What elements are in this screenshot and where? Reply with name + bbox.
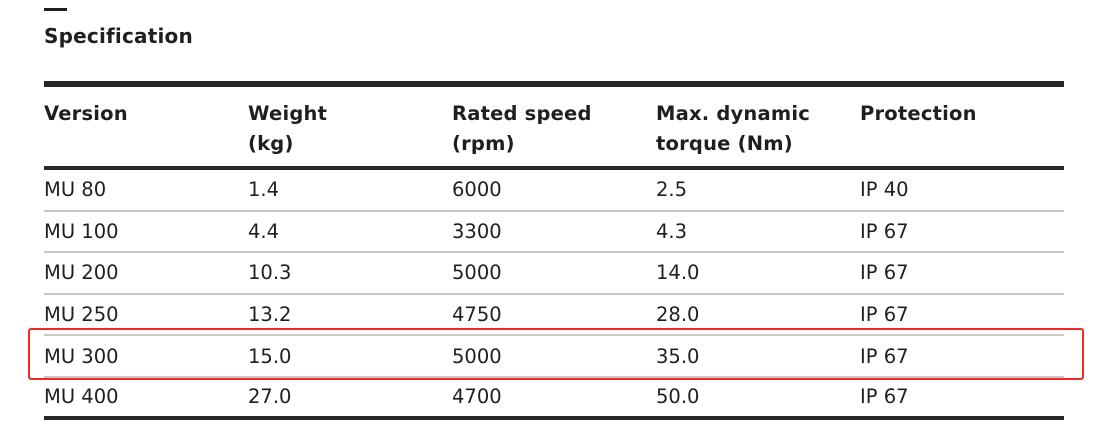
table-cell: 4.4 [248,219,280,243]
table-cell: 35.0 [656,344,700,368]
table-cell: MU 250 [44,303,119,327]
header-rule [44,166,1064,170]
table-cell: 10.3 [248,261,292,285]
table-cell: 50.0 [656,385,700,409]
table-cell: 3300 [452,219,502,243]
table-row: MU 300 15.0 5000 35.0 IP 67 [44,336,1064,378]
table-cell: 2.5 [656,178,688,202]
table-cell: IP 67 [860,219,909,243]
table-row: MU 400 27.0 4700 50.0 IP 67 [44,378,1064,420]
table-cell: IP 67 [860,261,909,285]
column-header-unit: (rpm) [452,132,515,155]
column-header-unit: (kg) [248,132,294,155]
table-cell: MU 200 [44,261,119,285]
column-header-unit: torque (Nm) [656,132,793,155]
table-cell: IP 67 [860,385,909,409]
heading-dash [44,8,67,11]
section-title: Specification [44,24,193,48]
table-cell: 27.0 [248,385,292,409]
specification-table: Version Weight (kg) Rated speed (rpm) Max.… [44,81,1064,420]
table-cell: MU 80 [44,178,107,202]
table-cell: 13.2 [248,303,292,327]
table-row: MU 250 13.2 4750 28.0 IP 67 [44,295,1064,337]
table-cell: MU 400 [44,385,119,409]
table-cell: IP 40 [860,178,909,202]
table-cell: 14.0 [656,261,700,285]
table-header: Version Weight (kg) Rated speed (rpm) Max.… [44,87,1064,166]
column-header: Rated speed [452,102,592,125]
table-row: MU 100 4.4 3300 4.3 IP 67 [44,212,1064,254]
table-cell: MU 100 [44,219,119,243]
table-cell: 4.3 [656,219,688,243]
table-body: MU 80 1.4 6000 2.5 IP 40 MU 100 4.4 3300 4.3 IP 6… [44,170,1064,420]
column-header: Protection [860,102,977,125]
column-header: Weight [248,102,328,125]
column-header: Max. dynamic [656,102,811,125]
table-row: MU 80 1.4 6000 2.5 IP 40 [44,170,1064,212]
column-header: Version [44,102,128,125]
table-cell: IP 67 [860,344,909,368]
table-cell: 4750 [452,303,502,327]
table-cell: IP 67 [860,303,909,327]
table-cell: 15.0 [248,344,292,368]
table-cell: 28.0 [656,303,700,327]
table-cell: 6000 [452,178,502,202]
table-top-rule [44,81,1064,87]
table-cell: 5000 [452,261,502,285]
table-cell: 4700 [452,385,502,409]
table-cell: MU 300 [44,344,119,368]
row-highlight-box [28,328,1084,380]
table-row: MU 200 10.3 5000 14.0 IP 67 [44,253,1064,295]
table-cell: 5000 [452,344,502,368]
table-cell: 1.4 [248,178,280,202]
